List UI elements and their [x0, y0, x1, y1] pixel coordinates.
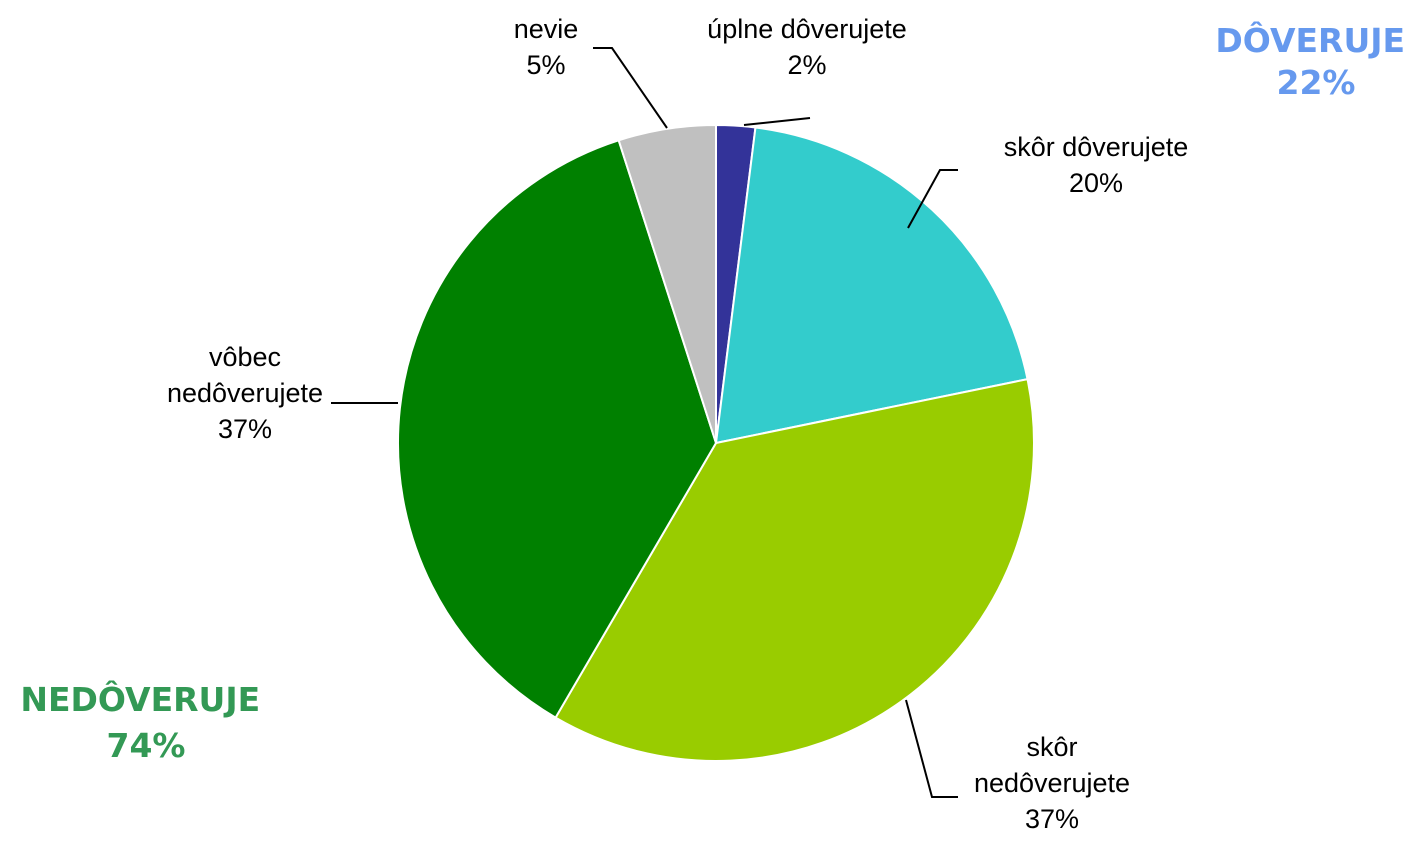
slice-category-label: nedôverujete [167, 378, 323, 408]
pie-slices [397, 123, 1035, 762]
slice-label: úplne dôverujete 2% [707, 14, 907, 80]
slice-category-label: skôr dôverujete [1004, 132, 1189, 162]
slice-category-label: vôbec [209, 342, 281, 372]
slice-value-label: 20% [1069, 168, 1123, 198]
slice-category-label: nevie [514, 14, 579, 44]
pie-slice [397, 139, 718, 719]
group-name-distrust: NEDÔVERUJE [20, 679, 260, 719]
pie-slice [714, 126, 1029, 445]
pie-slice [554, 377, 1035, 762]
slice-label: skôr dôverujete 20% [1004, 132, 1189, 198]
slice-label: skôr nedôverujete 37% [974, 732, 1130, 834]
slice-value-label: 2% [787, 50, 826, 80]
group-value-trust: 22% [1277, 63, 1356, 102]
slice-category-label: skôr [1026, 732, 1077, 762]
slice-label: vôbec nedôverujete 37% [167, 342, 323, 444]
leader-lines [331, 47, 958, 798]
slice-value-label: 37% [1025, 804, 1079, 834]
group-label-distrust: NEDÔVERUJE 74% [20, 679, 271, 765]
group-value-distrust: 74% [107, 726, 186, 765]
slice-value-label: 5% [526, 50, 565, 80]
slice-value-label: 37% [218, 414, 272, 444]
slice-category-label: nedôverujete [974, 768, 1130, 798]
leader-line [593, 47, 668, 129]
leader-line [907, 169, 958, 229]
leader-line [905, 699, 958, 798]
leader-line [743, 117, 811, 126]
pie-slice [617, 123, 717, 444]
slice-category-label: úplne dôverujete [707, 14, 907, 44]
group-name-trust: DÔVERUJE [1215, 20, 1405, 60]
slice-labels: úplne dôverujete 2%skôr dôverujete 20%skôr… [167, 14, 1188, 834]
group-label-trust: DÔVERUJE 22% [1215, 20, 1416, 102]
slice-label: nevie 5% [514, 14, 579, 80]
